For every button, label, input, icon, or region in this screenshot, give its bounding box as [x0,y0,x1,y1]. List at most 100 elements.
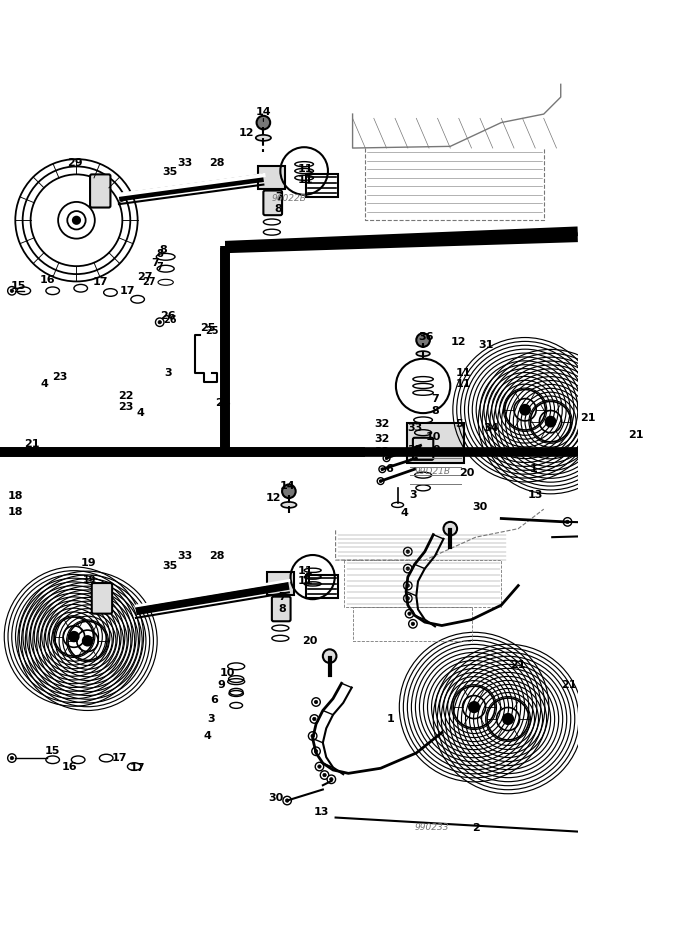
Circle shape [314,701,318,704]
Text: 32: 32 [375,419,390,429]
Text: 26: 26 [160,311,176,321]
Text: 19: 19 [80,558,96,567]
Circle shape [256,116,270,129]
Text: 5: 5 [455,419,462,429]
Text: 32: 32 [375,447,390,457]
Text: 34: 34 [483,424,499,433]
Text: 1: 1 [530,465,537,474]
Text: 17: 17 [130,764,146,773]
Circle shape [73,217,80,224]
Circle shape [406,566,409,570]
Circle shape [309,732,317,741]
Text: 99D21B: 99D21B [414,466,450,476]
Circle shape [377,478,384,485]
Text: 21: 21 [580,413,596,424]
Text: 12: 12 [266,493,282,503]
Text: 31: 31 [478,340,494,350]
Text: 13: 13 [313,807,329,818]
Circle shape [10,757,14,760]
Circle shape [385,457,388,460]
Text: 30: 30 [269,793,284,803]
Circle shape [585,831,588,835]
Text: 990233: 990233 [415,823,449,832]
Text: 23: 23 [52,372,67,383]
Text: 20: 20 [460,467,475,478]
Circle shape [566,520,569,524]
Circle shape [310,715,319,724]
Circle shape [7,754,16,763]
Circle shape [406,597,409,600]
Text: 8: 8 [278,604,286,613]
Circle shape [286,799,289,803]
Text: 20: 20 [303,636,318,645]
Text: 33: 33 [177,551,193,561]
Text: 7: 7 [275,192,283,203]
Circle shape [312,747,320,756]
Circle shape [545,417,556,426]
Text: 7: 7 [278,591,286,602]
Circle shape [69,632,79,642]
Text: 21: 21 [628,430,643,440]
Text: 8: 8 [431,407,439,416]
FancyBboxPatch shape [258,166,286,188]
Text: 17: 17 [92,277,108,288]
Text: 11: 11 [456,368,471,378]
Text: 28: 28 [209,551,224,561]
Text: 16: 16 [62,762,78,771]
Text: 36: 36 [419,331,435,342]
Text: 18: 18 [7,506,23,517]
Circle shape [311,734,314,738]
Text: 32: 32 [375,433,390,444]
Text: 96022B: 96022B [271,194,306,203]
Text: 4: 4 [401,508,409,519]
Circle shape [323,649,337,663]
Circle shape [408,612,411,615]
Text: 7: 7 [151,258,158,268]
Text: 28: 28 [209,158,224,169]
Text: 11: 11 [298,566,313,576]
FancyBboxPatch shape [90,174,110,208]
Circle shape [158,321,161,324]
Text: 17: 17 [112,753,126,764]
Text: 12: 12 [239,128,254,138]
Circle shape [403,594,412,603]
Text: 11: 11 [298,165,313,174]
Text: 17: 17 [120,286,135,296]
Text: 26: 26 [163,315,177,325]
Text: 8: 8 [159,245,167,255]
Text: 27: 27 [137,272,152,282]
Circle shape [416,333,430,347]
Circle shape [383,455,390,462]
Text: 11: 11 [298,175,313,186]
Circle shape [379,480,382,483]
Circle shape [469,702,479,712]
Circle shape [403,547,412,556]
FancyBboxPatch shape [92,583,112,614]
Circle shape [7,287,16,295]
Circle shape [379,466,386,472]
Text: 15: 15 [11,281,27,290]
Text: 9: 9 [432,445,441,455]
Text: 15: 15 [45,746,61,756]
Text: 16: 16 [39,275,55,285]
Text: 35: 35 [163,167,177,177]
Circle shape [312,698,320,706]
Circle shape [156,318,164,327]
Circle shape [411,622,415,625]
Text: 6: 6 [385,465,393,474]
Text: 8: 8 [156,249,163,259]
Circle shape [313,717,316,721]
Text: 11: 11 [298,576,313,586]
Text: 27: 27 [142,277,156,288]
Circle shape [10,289,14,292]
Text: 19: 19 [82,575,96,585]
Circle shape [520,405,530,415]
Text: 14: 14 [256,108,271,117]
Text: 10: 10 [426,432,441,442]
Text: 9: 9 [217,680,225,690]
Text: 33: 33 [407,424,422,433]
Circle shape [409,620,417,628]
Text: 2: 2 [472,823,479,833]
Circle shape [316,763,324,771]
Text: 6: 6 [210,695,218,705]
